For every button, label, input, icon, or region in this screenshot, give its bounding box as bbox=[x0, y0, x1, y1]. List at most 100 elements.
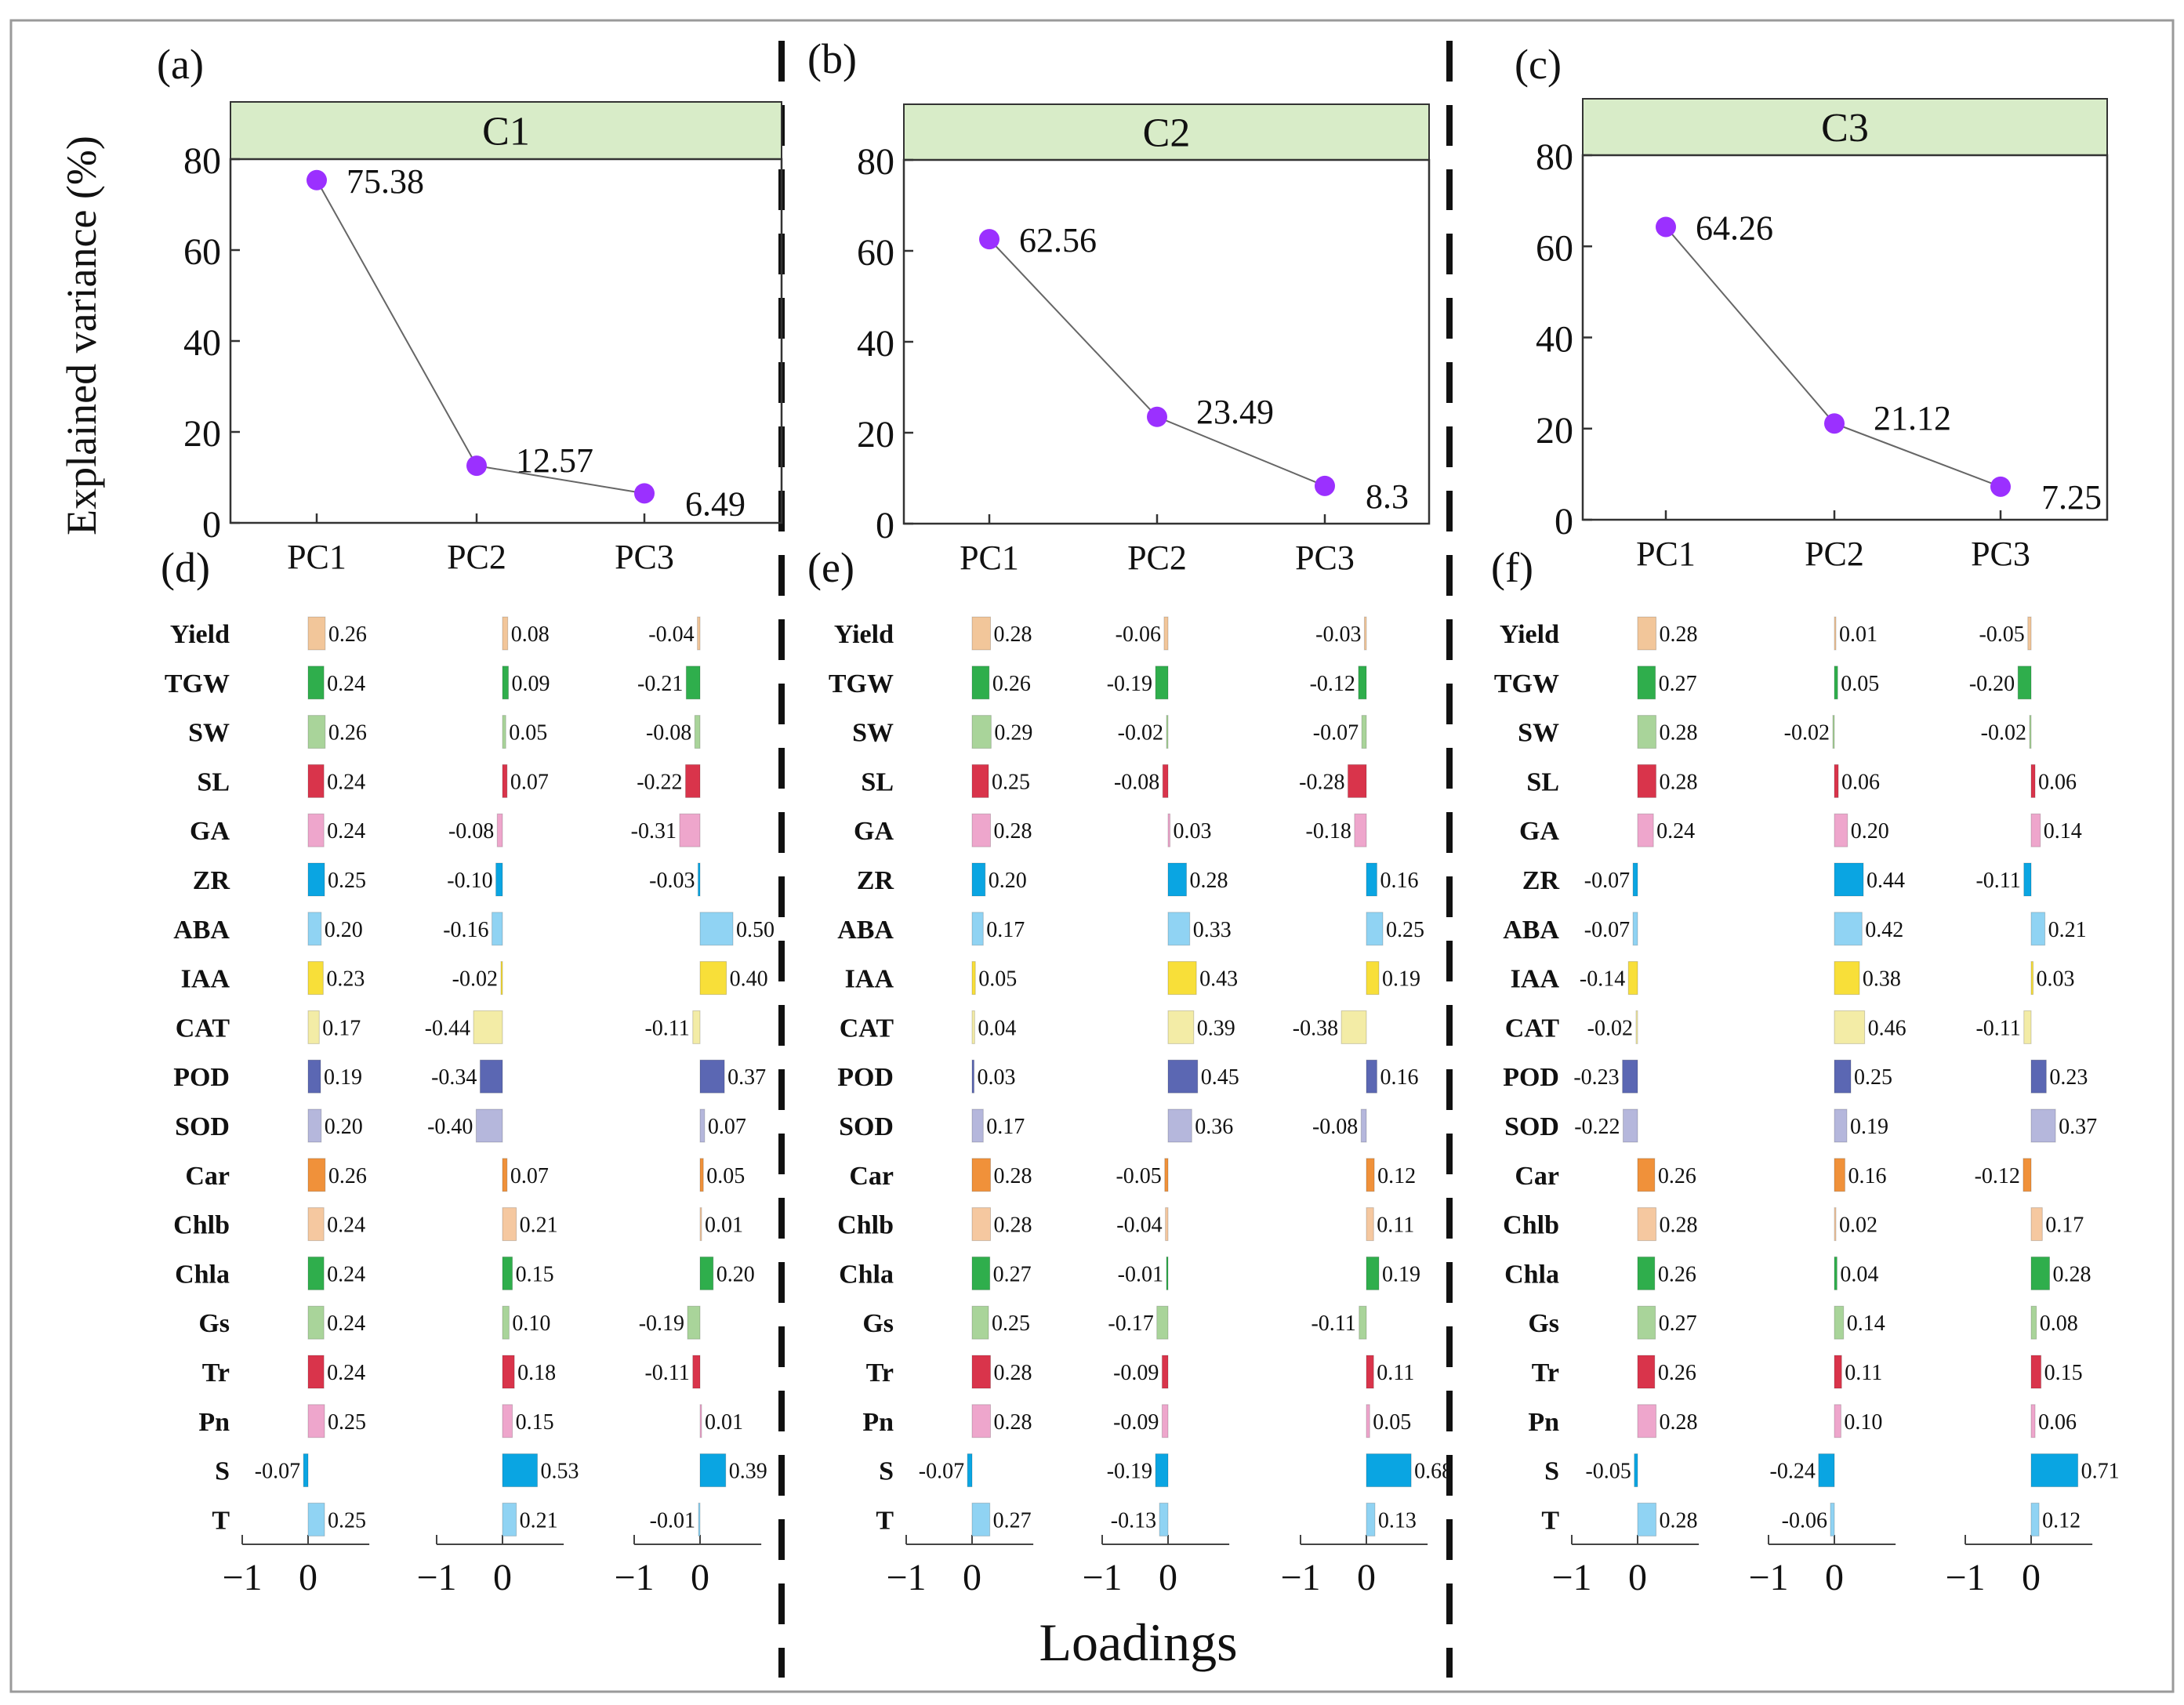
loading-value-label: 0.28 bbox=[1660, 770, 1698, 794]
loading-bar bbox=[971, 1355, 992, 1389]
y-axis-label: Explained variance (%) bbox=[58, 136, 105, 535]
loading-bar bbox=[502, 1305, 510, 1340]
loading-value-label: -0.13 bbox=[1111, 1508, 1156, 1533]
loading-bar bbox=[697, 616, 701, 651]
variable-label: SW bbox=[852, 719, 894, 748]
loading-bar bbox=[1366, 1059, 1377, 1094]
loading-bar bbox=[1354, 813, 1367, 847]
loading-value-label: -0.07 bbox=[1584, 869, 1630, 893]
variable-label: SOD bbox=[175, 1112, 230, 1141]
loading-value-label: 0.07 bbox=[510, 770, 549, 794]
loading-value-label: -0.16 bbox=[443, 918, 488, 942]
x-tick-label: −1 bbox=[1280, 1557, 1320, 1598]
loading-bar bbox=[2030, 1404, 2036, 1438]
loading-bar bbox=[2023, 1010, 2032, 1044]
loading-value-label: 0.26 bbox=[992, 672, 1031, 696]
x-tick-label: 0 bbox=[1628, 1557, 1647, 1598]
loading-value-label: 0.28 bbox=[994, 622, 1032, 647]
loading-bar bbox=[2027, 616, 2032, 651]
loading-bar bbox=[699, 1059, 725, 1094]
data-label: 12.57 bbox=[516, 441, 593, 480]
loading-value-label: 0.13 bbox=[1378, 1508, 1417, 1533]
variable-label: CAT bbox=[840, 1014, 894, 1043]
variance-line bbox=[316, 180, 645, 495]
x-tick-label: 0 bbox=[493, 1557, 512, 1598]
loading-bar bbox=[699, 1108, 706, 1143]
loading-value-label: 0.38 bbox=[1863, 967, 1901, 992]
loading-panel-0: (d) Yield TGW SW SL GA ZR ABA IAA CAT POD SOD Car Chl… bbox=[161, 544, 775, 1598]
loading-bar bbox=[1637, 1158, 1656, 1192]
loading-bar bbox=[2030, 1059, 2047, 1094]
loading-value-label: 0.24 bbox=[327, 1262, 365, 1286]
variable-label: Tr bbox=[202, 1359, 230, 1388]
loading-bar bbox=[1166, 715, 1169, 749]
loading-value-label: 0.25 bbox=[992, 1311, 1030, 1336]
variable-label: Gs bbox=[1528, 1309, 1559, 1338]
x-tick-label: 0 bbox=[963, 1557, 981, 1598]
loading-bar bbox=[1834, 961, 1860, 996]
loading-bar bbox=[2030, 1502, 2040, 1536]
loading-value-label: -0.18 bbox=[1306, 819, 1351, 843]
data-point bbox=[634, 483, 655, 504]
loading-value-label: -0.11 bbox=[1975, 1016, 2020, 1040]
loading-value-label: 0.24 bbox=[1656, 819, 1695, 843]
loading-value-label: -0.19 bbox=[1107, 672, 1152, 696]
variable-label: Car bbox=[1515, 1162, 1559, 1191]
variable-label: Tr bbox=[1532, 1359, 1559, 1388]
loading-value-label: 0.04 bbox=[978, 1016, 1016, 1040]
loading-bar bbox=[307, 961, 324, 996]
loading-bar bbox=[1366, 1256, 1380, 1290]
loading-bar bbox=[2023, 862, 2032, 897]
variable-label: TGW bbox=[1494, 669, 1559, 698]
loading-bar bbox=[307, 1158, 326, 1192]
variable-label: GA bbox=[190, 817, 230, 846]
loading-bar bbox=[307, 1502, 325, 1536]
loading-bar bbox=[1632, 912, 1638, 946]
loading-bar bbox=[1366, 1158, 1375, 1192]
loading-bar bbox=[1834, 1059, 1852, 1094]
loading-bar bbox=[307, 1404, 325, 1438]
loading-value-label: 0.01 bbox=[705, 1410, 743, 1435]
loading-bar bbox=[1637, 1207, 1657, 1242]
loading-value-label: 0.05 bbox=[706, 1164, 745, 1188]
loading-bar bbox=[303, 1453, 309, 1488]
loading-value-label: 0.28 bbox=[994, 819, 1032, 843]
loading-value-label: -0.02 bbox=[452, 967, 498, 992]
loading-value-label: 0.27 bbox=[993, 1262, 1032, 1286]
loading-value-label: -0.02 bbox=[1587, 1016, 1633, 1040]
loading-bar bbox=[685, 666, 701, 700]
loading-bar bbox=[1359, 1305, 1367, 1340]
variable-label: POD bbox=[1503, 1063, 1559, 1092]
loading-bar bbox=[2030, 1207, 2043, 1242]
loading-value-label: 0.28 bbox=[1660, 1213, 1698, 1238]
loading-bar bbox=[697, 862, 701, 897]
x-tick-label: 0 bbox=[1825, 1557, 1844, 1598]
loading-bar bbox=[1834, 1404, 1841, 1438]
loading-value-label: -0.02 bbox=[1981, 721, 2026, 745]
loading-value-label: 0.03 bbox=[2037, 967, 2075, 992]
loading-bar bbox=[1637, 1404, 1657, 1438]
loading-bar bbox=[1347, 764, 1367, 798]
loading-value-label: 0.17 bbox=[322, 1016, 361, 1040]
loading-bar bbox=[307, 862, 325, 897]
loading-value-label: -0.11 bbox=[644, 1016, 689, 1040]
x-tick-label: 0 bbox=[1357, 1557, 1376, 1598]
variable-label: SW bbox=[1518, 719, 1559, 748]
data-point bbox=[1656, 216, 1676, 238]
loading-value-label: 0.07 bbox=[708, 1115, 746, 1139]
loading-bar bbox=[971, 912, 984, 946]
loading-bar bbox=[1366, 1404, 1370, 1438]
loading-value-label: -0.01 bbox=[650, 1508, 695, 1533]
loading-value-label: 0.21 bbox=[520, 1213, 558, 1238]
loading-bar bbox=[2030, 1256, 2051, 1290]
loading-value-label: 0.37 bbox=[727, 1065, 766, 1090]
loading-column-pc3: −1 0 -0.03 -0.12 -0.07 -0.28 -0.18 0.16 0.25 0.19… bbox=[1280, 616, 1453, 1598]
variable-label: SL bbox=[1526, 767, 1559, 796]
loading-bar bbox=[1361, 715, 1367, 749]
loading-bar bbox=[1366, 1207, 1374, 1242]
loading-value-label: -0.11 bbox=[644, 1361, 689, 1385]
loading-value-label: -0.06 bbox=[1782, 1508, 1827, 1533]
loading-bar bbox=[1366, 912, 1384, 946]
loading-bar bbox=[2030, 1355, 2042, 1389]
loading-bar bbox=[502, 1404, 513, 1438]
